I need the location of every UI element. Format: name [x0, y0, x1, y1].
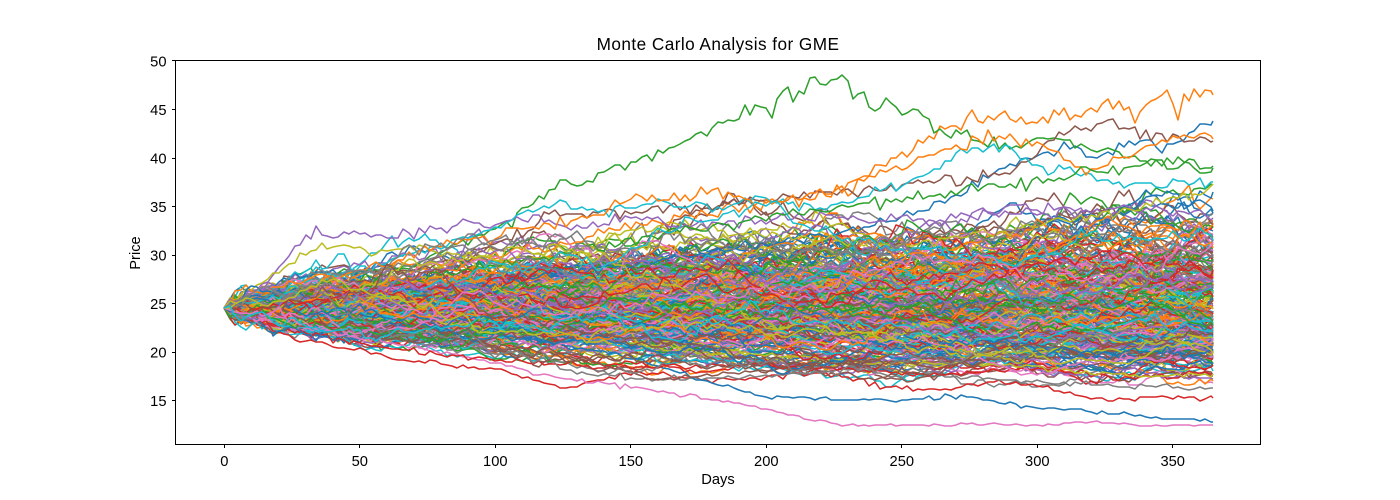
svg-text:Price: Price	[128, 236, 144, 269]
svg-text:35: 35	[150, 200, 166, 216]
svg-text:45: 45	[150, 103, 166, 119]
svg-text:100: 100	[483, 454, 508, 470]
svg-text:200: 200	[754, 454, 779, 470]
svg-text:250: 250	[890, 454, 915, 470]
svg-text:0: 0	[220, 454, 228, 470]
svg-text:150: 150	[619, 454, 644, 470]
svg-text:20: 20	[150, 346, 166, 362]
svg-text:40: 40	[150, 152, 166, 168]
svg-text:300: 300	[1025, 454, 1050, 470]
svg-text:30: 30	[150, 249, 166, 265]
svg-text:25: 25	[150, 297, 166, 313]
svg-text:50: 50	[352, 454, 368, 470]
svg-text:350: 350	[1160, 454, 1185, 470]
svg-text:Days: Days	[701, 472, 734, 488]
svg-text:50: 50	[150, 54, 166, 70]
svg-text:15: 15	[150, 394, 166, 410]
svg-text:Monte Carlo Analysis for GME: Monte Carlo Analysis for GME	[597, 34, 840, 54]
